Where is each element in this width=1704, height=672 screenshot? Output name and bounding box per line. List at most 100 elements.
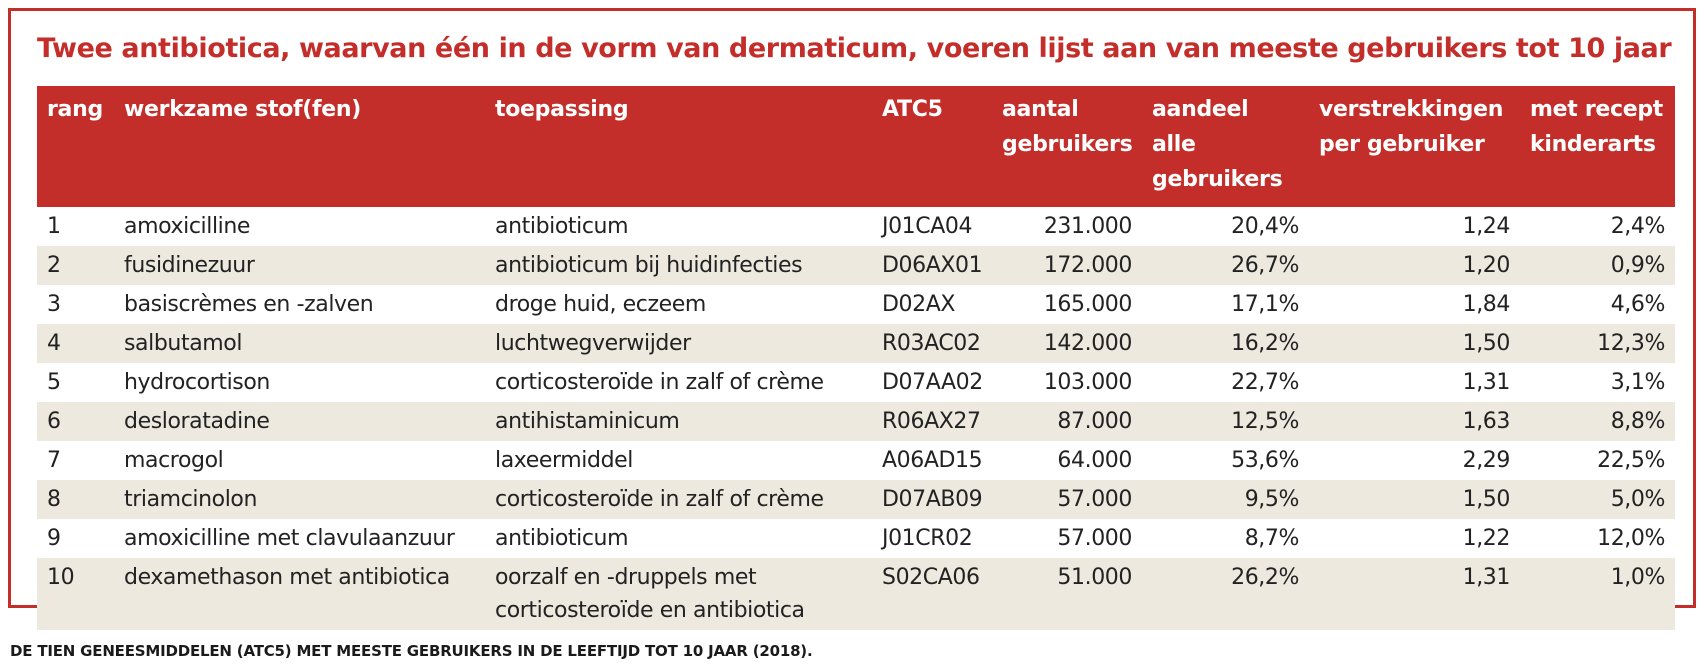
cell-werkzame-stof: desloratadine bbox=[114, 402, 485, 441]
cell-verstrekkingen: 1,22 bbox=[1462, 526, 1511, 551]
cell-rang: 9 bbox=[47, 526, 61, 551]
cell-werkzame-stof: macrogol bbox=[124, 448, 224, 473]
table-row: 10 dexamethason met antibiotica oorzalf … bbox=[37, 558, 1675, 630]
cell-aandeel-alle-gebruikers: 12,5% bbox=[1142, 402, 1309, 441]
cell-rang: 10 bbox=[37, 558, 114, 630]
cell-aandeel-alle-gebruikers: 20,4% bbox=[1231, 214, 1299, 239]
header-row: rang werkzame stof(fen) toepassing ATC5 … bbox=[37, 86, 1675, 207]
cell-aantal-gebruikers: 57.000 bbox=[992, 480, 1142, 519]
cell-aandeel-alle-gebruikers: 26,7% bbox=[1142, 246, 1309, 285]
cell-atc5: D07AA02 bbox=[882, 370, 983, 395]
table-title: Twee antibiotica, waarvan één in de vorm… bbox=[37, 33, 1672, 64]
cell-aandeel-alle-gebruikers: 8,7% bbox=[1244, 526, 1300, 551]
header-line: ATC5 bbox=[882, 97, 943, 122]
toepassing-line: corticosteroïde en antibiotica bbox=[495, 598, 805, 623]
cell-atc5: D06AX01 bbox=[872, 246, 992, 285]
cell-toepassing: corticosteroïde in zalf of crème bbox=[495, 370, 824, 395]
table-row: 8 triamcinolon corticosteroïde in zalf o… bbox=[37, 480, 1675, 519]
cell-verstrekkingen: 1,84 bbox=[1462, 292, 1511, 317]
cell-atc5: S02CA06 bbox=[872, 558, 992, 630]
cell-rang: 5 bbox=[47, 370, 61, 395]
cell-toepassing: antibioticum bbox=[495, 214, 629, 239]
cell-verstrekkingen: 1,31 bbox=[1309, 558, 1520, 630]
cell-met-recept-kinderarts: 3,1% bbox=[1610, 370, 1666, 395]
cell-toepassing: antibioticum bij huidinfecties bbox=[485, 246, 872, 285]
table-row: 7 macrogol laxeermiddel A06AD15 64.000 5… bbox=[37, 441, 1675, 480]
cell-toepassing: luchtwegverwijder bbox=[485, 324, 872, 363]
cell-toepassing: antihistaminicum bbox=[485, 402, 872, 441]
table-row: 3 basiscrèmes en -zalven droge huid, ecz… bbox=[37, 285, 1675, 324]
header-line: werkzame stof(fen) bbox=[124, 97, 362, 122]
cell-werkzame-stof: dexamethason met antibiotica bbox=[114, 558, 485, 630]
cell-aantal-gebruikers: 103.000 bbox=[1043, 370, 1133, 395]
drug-users-table: rang werkzame stof(fen) toepassing ATC5 … bbox=[37, 86, 1675, 630]
header-werkzame-stof: werkzame stof(fen) bbox=[114, 86, 485, 207]
cell-rang: 6 bbox=[37, 402, 114, 441]
table-row: 1 amoxicilline antibioticum J01CA04 231.… bbox=[37, 207, 1675, 246]
cell-met-recept-kinderarts: 12,3% bbox=[1520, 324, 1675, 363]
cell-verstrekkingen: 1,50 bbox=[1309, 324, 1520, 363]
cell-met-recept-kinderarts: 2,4% bbox=[1610, 214, 1666, 239]
cell-toepassing: droge huid, eczeem bbox=[495, 292, 706, 317]
cell-verstrekkingen: 2,29 bbox=[1462, 448, 1511, 473]
header-line: rang bbox=[47, 97, 103, 122]
cell-verstrekkingen: 1,20 bbox=[1309, 246, 1520, 285]
cell-aantal-gebruikers: 87.000 bbox=[992, 402, 1142, 441]
cell-atc5: J01CR02 bbox=[882, 526, 973, 551]
header-verstrekkingen-per-gebruiker: verstrekkingen per gebruiker bbox=[1309, 86, 1520, 207]
cell-aandeel-alle-gebruikers: 22,7% bbox=[1231, 370, 1299, 395]
table-row: 5 hydrocortison corticosteroïde in zalf … bbox=[37, 363, 1675, 402]
cell-verstrekkingen: 1,63 bbox=[1309, 402, 1520, 441]
header-aandeel-alle-gebruikers: aandeel alle gebruikers bbox=[1142, 86, 1309, 207]
cell-aantal-gebruikers: 172.000 bbox=[992, 246, 1142, 285]
cell-rang: 8 bbox=[37, 480, 114, 519]
cell-aandeel-alle-gebruikers: 16,2% bbox=[1142, 324, 1309, 363]
cell-met-recept-kinderarts: 0,9% bbox=[1520, 246, 1675, 285]
header-line: gebruikers bbox=[1002, 132, 1133, 157]
cell-aantal-gebruikers: 231.000 bbox=[1043, 214, 1133, 239]
header-toepassing: toepassing bbox=[485, 86, 872, 207]
cell-toepassing: corticosteroïde in zalf of crème bbox=[485, 480, 872, 519]
header-line: aandeel alle bbox=[1152, 97, 1249, 157]
cell-rang: 1 bbox=[47, 214, 61, 239]
header-line: verstrekkingen bbox=[1319, 97, 1504, 122]
header-line: kinderarts bbox=[1530, 132, 1656, 157]
cell-toepassing: oorzalf en -druppels met corticosteroïde… bbox=[485, 558, 872, 630]
cell-aantal-gebruikers: 51.000 bbox=[992, 558, 1142, 630]
cell-atc5: D02AX bbox=[882, 292, 956, 317]
cell-werkzame-stof: fusidinezuur bbox=[114, 246, 485, 285]
cell-aandeel-alle-gebruikers: 9,5% bbox=[1142, 480, 1309, 519]
cell-atc5: R03AC02 bbox=[872, 324, 992, 363]
cell-met-recept-kinderarts: 5,0% bbox=[1520, 480, 1675, 519]
table-frame: Twee antibiotica, waarvan één in de vorm… bbox=[8, 8, 1696, 630]
cell-atc5: A06AD15 bbox=[882, 448, 983, 473]
cell-werkzame-stof: amoxicilline met clavulaanzuur bbox=[124, 526, 455, 551]
cell-aantal-gebruikers: 57.000 bbox=[1057, 526, 1132, 551]
cell-werkzame-stof: basiscrèmes en -zalven bbox=[124, 292, 374, 317]
cell-verstrekkingen: 1,31 bbox=[1462, 370, 1511, 395]
cell-atc5: J01CA04 bbox=[882, 214, 973, 239]
cell-aantal-gebruikers: 64.000 bbox=[1057, 448, 1132, 473]
table-row: 6 desloratadine antihistaminicum R06AX27… bbox=[37, 402, 1675, 441]
cell-werkzame-stof: amoxicilline bbox=[124, 214, 251, 239]
cell-rang: 7 bbox=[47, 448, 61, 473]
cell-toepassing: laxeermiddel bbox=[495, 448, 633, 473]
cell-met-recept-kinderarts: 22,5% bbox=[1597, 448, 1665, 473]
header-line: aantal bbox=[1002, 97, 1079, 122]
toepassing-line: oorzalf en -druppels met bbox=[495, 565, 757, 590]
cell-aandeel-alle-gebruikers: 53,6% bbox=[1231, 448, 1299, 473]
header-rang: rang bbox=[37, 86, 114, 207]
cell-met-recept-kinderarts: 8,8% bbox=[1520, 402, 1675, 441]
cell-met-recept-kinderarts: 12,0% bbox=[1597, 526, 1665, 551]
cell-werkzame-stof: hydrocortison bbox=[124, 370, 270, 395]
cell-werkzame-stof: triamcinolon bbox=[114, 480, 485, 519]
cell-rang: 4 bbox=[37, 324, 114, 363]
table-caption: DE TIEN GENEESMIDDELEN (ATC5) MET MEESTE… bbox=[10, 642, 813, 660]
table-row: 2 fusidinezuur antibioticum bij huidinfe… bbox=[37, 246, 1675, 285]
header-line: met recept bbox=[1530, 97, 1664, 122]
cell-verstrekkingen: 1,24 bbox=[1462, 214, 1511, 239]
header-line: gebruikers bbox=[1152, 167, 1283, 192]
table-row: 9 amoxicilline met clavulaanzuur antibio… bbox=[37, 519, 1675, 558]
cell-aantal-gebruikers: 142.000 bbox=[992, 324, 1142, 363]
header-met-recept-kinderarts: met recept kinderarts bbox=[1520, 86, 1675, 207]
